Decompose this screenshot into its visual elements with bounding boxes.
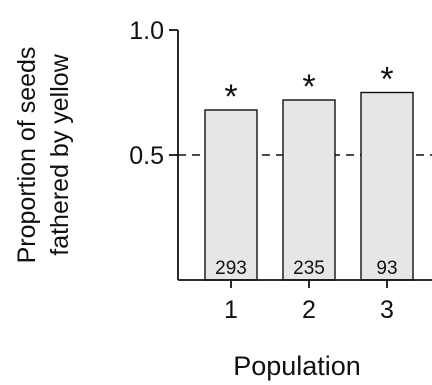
x-tick-label: 1 — [224, 296, 238, 324]
x-tick-label: 3 — [380, 296, 394, 324]
bar — [282, 99, 336, 281]
bar-count-label: 235 — [293, 258, 325, 279]
bar — [204, 109, 258, 281]
significance-asterisk: * — [380, 61, 393, 99]
significance-asterisk: * — [224, 78, 237, 116]
y-axis-label: Proportion of seeds fathered by yellow — [13, 47, 74, 264]
bar-count-label: 293 — [215, 258, 247, 279]
y-tick-label: 0.5 — [129, 142, 164, 170]
x-tick-label: 2 — [302, 296, 316, 324]
y-tick-label: 1.0 — [129, 17, 164, 45]
bar — [360, 91, 414, 281]
significance-asterisk: * — [302, 68, 315, 106]
y-axis-label-line1: Proportion of seeds — [13, 47, 41, 264]
bar-count-label: 93 — [376, 258, 397, 279]
x-axis-label: Population — [233, 351, 361, 381]
y-axis-label-line2: fathered by yellow — [46, 53, 74, 255]
